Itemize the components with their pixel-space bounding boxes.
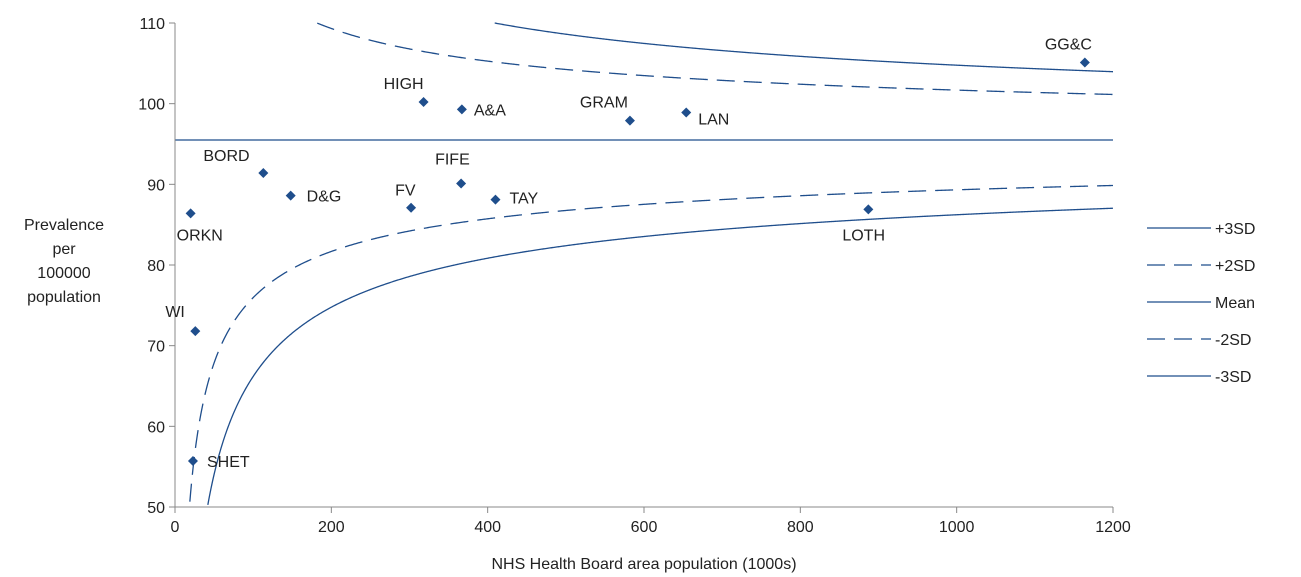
y-axis-title-line: Prevalence bbox=[24, 217, 104, 234]
y-tick-label: 90 bbox=[147, 177, 165, 194]
data-point-marker bbox=[863, 204, 874, 215]
y-tick-label: 80 bbox=[147, 258, 165, 275]
x-tick-label: 0 bbox=[171, 519, 180, 536]
x-tick-label: 400 bbox=[474, 519, 501, 536]
x-tick-label: 600 bbox=[631, 519, 658, 536]
x-tick-label: 1200 bbox=[1095, 519, 1131, 536]
legend: +3SD +2SD Mean -2SD -3SD bbox=[1147, 221, 1255, 386]
data-point-marker bbox=[187, 456, 198, 467]
legend-label: Mean bbox=[1215, 295, 1255, 312]
x-tick-label: 200 bbox=[318, 519, 345, 536]
y-axis-title: Prevalence per 100000 population bbox=[24, 217, 104, 306]
legend-label: +2SD bbox=[1215, 258, 1255, 275]
data-point-label: TAY bbox=[509, 191, 538, 208]
series-line--2SD bbox=[189, 184, 1114, 502]
data-point-label: SHET bbox=[207, 454, 250, 471]
data-point-label: FV bbox=[395, 183, 416, 200]
data-point-marker bbox=[190, 326, 201, 337]
data-point-marker bbox=[185, 208, 196, 219]
data-point-marker bbox=[1079, 57, 1090, 68]
y-tick-label: 60 bbox=[147, 419, 165, 436]
data-point-marker bbox=[456, 178, 467, 189]
series-line--3SD bbox=[207, 207, 1114, 505]
legend-label: +3SD bbox=[1215, 221, 1255, 238]
data-point-label: A&A bbox=[474, 102, 506, 119]
x-tick-label: 800 bbox=[787, 519, 814, 536]
y-axis-title-line: population bbox=[27, 289, 101, 306]
plot-area bbox=[175, 22, 1114, 505]
x-tick-label: 1000 bbox=[939, 519, 975, 536]
data-point-label: FIFE bbox=[435, 152, 470, 169]
y-tick-label: 50 bbox=[147, 500, 165, 517]
data-point-marker bbox=[258, 168, 269, 179]
data-point-label: D&G bbox=[307, 189, 342, 206]
data-points: SHET WI ORKN BORD D&G FV FIFE TAY HIGH A&A GRAM LAN… bbox=[165, 37, 1092, 471]
y-tick-label: 110 bbox=[139, 16, 165, 33]
axes: 50 60 70 80 90 100 110 0 200 400 600 800 1000 1200 bbox=[138, 16, 1131, 536]
y-axis-title-line: per bbox=[52, 241, 76, 258]
data-point-marker bbox=[681, 107, 692, 118]
data-point-label: LAN bbox=[698, 112, 729, 129]
y-tick-label: 100 bbox=[138, 97, 165, 114]
data-point-label: ORKN bbox=[177, 227, 223, 244]
x-axis-title: NHS Health Board area population (1000s) bbox=[491, 556, 796, 573]
data-point-label: WI bbox=[165, 304, 185, 321]
data-point-label: BORD bbox=[203, 148, 249, 165]
data-point-label: GRAM bbox=[580, 95, 628, 112]
y-axis-title-line: 100000 bbox=[37, 265, 90, 282]
legend-label: -2SD bbox=[1215, 332, 1251, 349]
data-point-label: HIGH bbox=[384, 76, 424, 93]
data-point-marker bbox=[418, 97, 429, 108]
data-point-marker bbox=[406, 202, 417, 213]
series-line-+2SD bbox=[317, 22, 1114, 96]
y-tick-label: 70 bbox=[147, 339, 165, 356]
data-point-marker bbox=[624, 115, 635, 126]
legend-label: -3SD bbox=[1215, 369, 1251, 386]
data-point-marker bbox=[285, 190, 296, 201]
data-point-marker bbox=[456, 104, 467, 115]
data-point-label: LOTH bbox=[842, 227, 885, 244]
data-point-label: GG&C bbox=[1045, 37, 1092, 54]
data-point-marker bbox=[490, 194, 501, 205]
series-line-+3SD bbox=[494, 22, 1114, 73]
